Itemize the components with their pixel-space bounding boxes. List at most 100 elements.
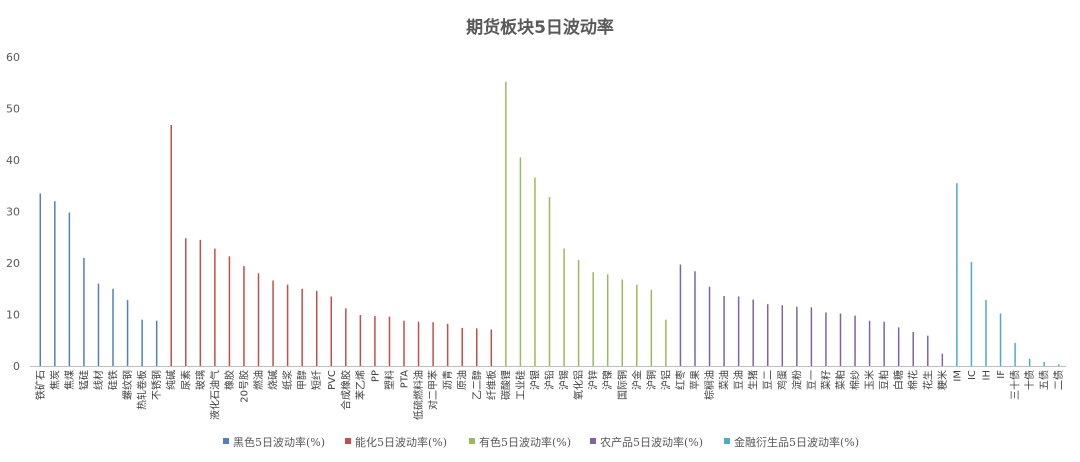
x-tick-label: 苹果	[688, 370, 701, 390]
x-tick-label: 硅铁	[107, 370, 120, 390]
bar	[330, 296, 333, 366]
x-tick-label: IC	[967, 370, 978, 380]
x-tick-label: 氧化铝	[572, 370, 585, 400]
bar	[679, 264, 682, 366]
y-tick-label: 20	[6, 257, 20, 270]
x-tick-label: IF	[996, 370, 1007, 379]
bar	[723, 295, 725, 366]
bar	[927, 335, 929, 366]
x-tick-label: 沥青	[441, 370, 454, 390]
x-labels: 铁矿石 焦炭 焦煤 锰硅 线材 硅铁 螺纹钢 热轧卷板 不锈钢 纯碱 尿素 玻璃 液化石油气 橡胶 20号胶…	[34, 370, 1065, 420]
bar	[505, 81, 507, 366]
bar	[665, 319, 667, 366]
x-tick-label: 沪铜	[645, 370, 658, 390]
x-tick-label: 三十债	[1009, 370, 1022, 400]
legend-swatch	[345, 438, 351, 444]
y-tick-label: 60	[6, 51, 20, 64]
x-tick-label: PTA	[400, 370, 411, 388]
bar	[519, 157, 522, 366]
x-tick-label: 菜粕	[834, 370, 847, 390]
bar	[461, 327, 463, 366]
bar	[228, 256, 231, 366]
x-tick-label: 二债	[1052, 370, 1065, 390]
x-tick-label: 液化石油气	[208, 370, 221, 420]
bar	[199, 239, 202, 366]
bar	[737, 296, 740, 366]
x-tick-label: 菜油	[718, 370, 731, 390]
bar	[766, 304, 769, 366]
legend-swatch	[724, 438, 730, 444]
x-tick-label: 苯乙烯	[354, 370, 367, 400]
bar	[534, 177, 536, 366]
chart-title: 期货板块5日波动率	[466, 17, 614, 38]
x-tick-label: 合成橡胶	[339, 370, 352, 410]
bar	[999, 313, 1002, 366]
bar	[1028, 358, 1031, 366]
x-tick-label: 焦炭	[48, 370, 61, 390]
bar	[810, 307, 813, 366]
x-tick-label: 沪金	[630, 370, 643, 390]
bar	[636, 284, 638, 366]
x-tick-label: 纸浆	[281, 370, 294, 390]
bar	[956, 183, 958, 366]
y-tick-label: 30	[6, 206, 20, 219]
x-tick-label: 沪镍	[601, 370, 614, 390]
bar	[126, 300, 129, 366]
bar	[606, 274, 609, 366]
x-tick-label: 粳米	[936, 370, 949, 390]
x-tick-label: 纤维板	[485, 370, 498, 400]
y-tick-label: 50	[6, 103, 20, 116]
x-tick-label: 棉花	[907, 370, 920, 390]
x-tick-label: 十债	[1023, 370, 1036, 390]
x-tick-label: 棉纱	[849, 370, 862, 390]
x-tick-label: 纯碱	[165, 370, 178, 390]
bar	[970, 261, 973, 366]
x-tick-label: 线材	[92, 370, 105, 390]
x-tick-label: 玉米	[863, 370, 876, 390]
legend-label: 金融衍生品5日波动率(%)	[734, 435, 859, 449]
bar	[446, 323, 449, 366]
x-tick-label: 不锈钢	[150, 370, 163, 400]
x-tick-label: 原油	[456, 370, 469, 390]
x-tick-label: 鸡蛋	[776, 370, 789, 390]
bar	[97, 283, 100, 366]
x-tick-label: 沪锡	[558, 370, 571, 390]
x-tick-label: 对二甲苯	[427, 370, 440, 410]
bar	[592, 272, 594, 366]
x-tick-label: 沪铅	[543, 370, 556, 390]
y-tick-label: 0	[13, 360, 20, 373]
x-tick-label: 豆粕	[878, 370, 891, 390]
bar	[315, 290, 318, 366]
x-tick-label: 菜籽	[820, 370, 832, 390]
x-tick-label: 锰硅	[77, 370, 90, 390]
x-tick-label: 白糖	[892, 370, 905, 390]
bar	[301, 288, 303, 366]
x-tick-label: 烧碱	[267, 370, 280, 390]
bar	[1014, 342, 1016, 366]
bar	[708, 286, 711, 366]
bar	[417, 321, 420, 366]
legend-label: 农产品5日波动率(%)	[600, 435, 703, 449]
bar	[272, 280, 274, 366]
bar	[1043, 361, 1045, 366]
legend-swatch	[469, 438, 475, 444]
bar	[432, 322, 434, 366]
bar	[170, 124, 172, 366]
x-tick-label: 淀粉	[790, 370, 803, 390]
bar	[548, 197, 551, 366]
bar	[257, 273, 260, 366]
bar	[694, 271, 696, 366]
bar	[621, 279, 623, 366]
bar	[839, 313, 842, 366]
x-tick-label: 螺纹钢	[121, 370, 134, 400]
x-tick-label: 短纤	[310, 370, 323, 390]
y-tick-label: 10	[6, 309, 20, 322]
x-tick-label: 甲醇	[296, 370, 309, 390]
x-tick-label: IH	[981, 370, 992, 380]
x-tick-label: 花生	[921, 370, 934, 390]
bar	[345, 308, 347, 366]
legend-swatch	[223, 438, 229, 444]
legend-label: 有色5日波动率(%)	[479, 435, 571, 449]
x-tick-label: 玻璃	[194, 370, 207, 390]
